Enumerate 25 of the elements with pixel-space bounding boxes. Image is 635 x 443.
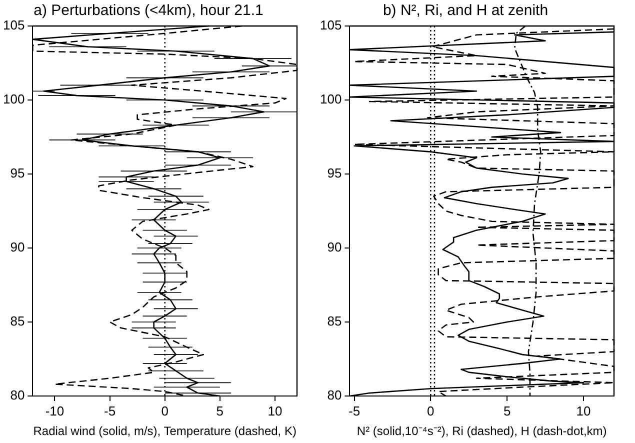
y-tick-label: 105 <box>2 18 25 33</box>
x-axis-title: N² (solid,10⁻⁴s⁻²), Ri (dashed), H (dash-dot,km) <box>356 424 607 438</box>
y-tick-label: 100 <box>2 92 25 107</box>
y-tick-label: 100 <box>320 92 342 107</box>
y-tick-label: 95 <box>327 166 342 181</box>
y-tick-label: 95 <box>10 166 25 181</box>
x-tick-label: 10 <box>576 403 591 418</box>
y-tick-label: 90 <box>10 240 25 255</box>
chart-title: b) N², Ri, and H at zenith <box>382 2 548 20</box>
y-tick-label: 80 <box>327 388 342 403</box>
x-axis-title: Radial wind (solid, m/s), Temperature (dashed, K) <box>33 424 296 438</box>
x-tick-label: 5 <box>503 403 511 418</box>
x-tick-label: 0 <box>427 403 434 418</box>
x-tick-label: 0 <box>161 403 168 418</box>
x-tick-label: 10 <box>268 403 282 418</box>
y-tick-label: 85 <box>327 314 342 329</box>
x-tick-label: -10 <box>45 403 64 418</box>
y-tick-label: 85 <box>10 314 25 329</box>
x-tick-label: -5 <box>348 403 360 418</box>
chart-title: a) Perturbations (<4km), hour 21.1 <box>34 2 264 20</box>
x-tick-label: 5 <box>216 403 224 418</box>
y-tick-label: 105 <box>320 18 342 33</box>
y-tick-label: 90 <box>327 240 342 255</box>
x-tick-label: -5 <box>104 403 116 418</box>
y-tick-label: 80 <box>10 388 25 403</box>
